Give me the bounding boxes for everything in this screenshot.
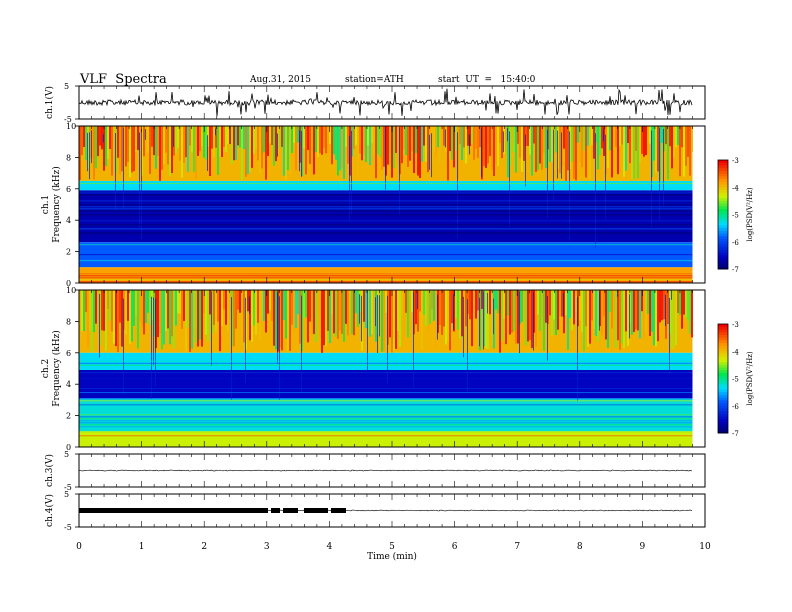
ch2-spectrogram-ytick-3: 6: [66, 349, 71, 358]
ch3-waveform-ytick-0: 5: [64, 450, 69, 459]
x-tick-label-10: 10: [699, 542, 711, 552]
ch3-waveform-ytick-1: -5: [64, 483, 72, 492]
ch1-spectrogram-ytick-4: 8: [66, 153, 71, 162]
ch2-spectrogram-cbar-tick-1: -4: [732, 348, 739, 356]
ch1-waveform-ylabel: ch.1(V): [44, 86, 55, 119]
station-label: station=ATH: [345, 75, 404, 85]
ch1-spectrogram-cbar-tick-1: -4: [732, 184, 739, 192]
ch1-spectrogram-cbar-tick-2: -5: [732, 212, 739, 220]
x-tick-label-9: 9: [640, 542, 646, 552]
ch1-spectrogram-ytick-2: 4: [66, 216, 71, 225]
ch4-waveform-ytick-0: 5: [64, 490, 69, 499]
ch1-spectrogram-cbar-tick-3: -6: [732, 239, 739, 247]
ch2-spectrogram-ytick-2: 4: [66, 380, 71, 389]
ch1-spectrogram-ytick-1: 2: [66, 248, 71, 257]
ch4-waveform-ytick-1: -5: [64, 523, 72, 532]
ch4-waveform-thick-segment: [79, 508, 346, 513]
x-tick-label-3: 3: [264, 542, 270, 552]
ch1-spectrogram-ylabel-freq: Frequency (kHz): [51, 166, 62, 243]
ch2-spectrogram-cbar-tick-2: -5: [732, 376, 739, 384]
ch1-spectrogram-image: [79, 126, 705, 283]
ch2-spectrogram-cbar-label: log(PSD(V²/Hz): [746, 351, 754, 406]
ch2-spectrogram-ytick-4: 8: [66, 317, 71, 326]
x-tick-label-1: 1: [139, 542, 145, 552]
ch1-waveform-ytick-1: -5: [64, 115, 72, 124]
ch4-waveform-ylabel: ch.4(V): [44, 494, 55, 527]
ch1-spectrogram-cbar-label: log(PSD(V²/Hz): [746, 187, 754, 242]
ch1-spectrogram-colorbar: [717, 159, 729, 270]
ch1-spectrogram-cbar-tick-0: -3: [732, 157, 739, 165]
ch2-spectrogram-image: [79, 290, 705, 447]
x-tick-label-8: 8: [577, 542, 583, 552]
x-tick-label-7: 7: [514, 542, 520, 552]
x-tick-label-2: 2: [201, 542, 207, 552]
ch1-spectrogram-band-2: [79, 190, 693, 243]
ch1-spectrogram-cbar-tick-4: -7: [732, 266, 739, 274]
ch2-spectrogram-band-2: [79, 370, 693, 399]
ch1-spectrogram-ytick-5: 10: [66, 122, 76, 131]
ch2-spectrogram-cbar-tick-4: -7: [732, 430, 739, 438]
ch2-spectrogram-ytick-5: 10: [66, 286, 76, 295]
ch2-spectrogram-ytick-1: 2: [66, 412, 71, 421]
ch2-spectrogram-colorbar: [717, 323, 729, 434]
figure-title: VLF Spectra: [80, 72, 167, 87]
x-tick-label-5: 5: [389, 542, 395, 552]
ch1-spectrogram-ytick-3: 6: [66, 185, 71, 194]
ch3-waveform-trace: [78, 469, 692, 472]
date-label: Aug.31, 2015: [250, 75, 311, 85]
ch1-spectrogram-band-4: [79, 267, 693, 283]
ch2-spectrogram-cbar-tick-3: -6: [732, 403, 739, 411]
ch2-spectrogram-ytick-0: 0: [66, 443, 71, 452]
start-time-label: start UT = 15:40:0: [438, 75, 536, 85]
ch1-waveform-ytick-0: 5: [64, 82, 69, 91]
x-tick-label-6: 6: [452, 542, 458, 552]
ch3-waveform-ylabel: ch.3(V): [44, 454, 55, 487]
ch1-spectrogram-ytick-0: 0: [66, 279, 71, 288]
x-tick-label-4: 4: [327, 542, 333, 552]
ch2-spectrogram-cbar-tick-0: -3: [732, 321, 739, 329]
ch1-waveform-trace: [78, 88, 693, 117]
ch2-spectrogram-band-4: [79, 431, 693, 447]
x-tick-label-0: 0: [76, 542, 82, 552]
ch2-spectrogram-ylabel-freq: Frequency (kHz): [51, 330, 62, 407]
x-axis-label: Time (min): [367, 551, 417, 562]
ch2-spectrogram-ylabel: ch.2: [41, 359, 51, 378]
ch1-spectrogram-ylabel: ch.1: [41, 195, 51, 214]
